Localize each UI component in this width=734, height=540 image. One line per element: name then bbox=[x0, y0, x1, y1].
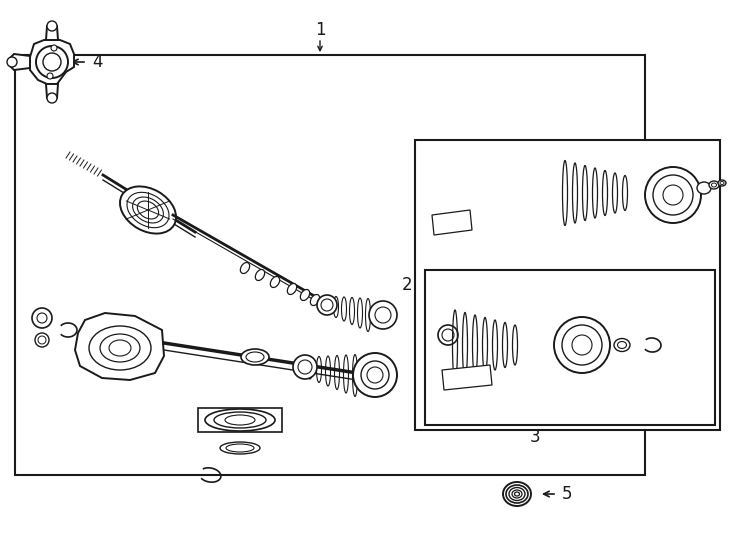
Ellipse shape bbox=[614, 339, 630, 352]
Circle shape bbox=[36, 46, 68, 78]
Polygon shape bbox=[75, 313, 164, 380]
Polygon shape bbox=[46, 84, 58, 98]
Circle shape bbox=[47, 93, 57, 103]
Circle shape bbox=[369, 301, 397, 329]
Circle shape bbox=[317, 295, 337, 315]
Circle shape bbox=[293, 355, 317, 379]
Text: 1: 1 bbox=[315, 21, 325, 39]
Ellipse shape bbox=[120, 186, 176, 234]
Circle shape bbox=[645, 167, 701, 223]
Circle shape bbox=[438, 325, 458, 345]
Circle shape bbox=[353, 353, 397, 397]
Text: 4: 4 bbox=[92, 53, 103, 71]
Polygon shape bbox=[30, 40, 74, 84]
Text: 3: 3 bbox=[530, 428, 540, 446]
Ellipse shape bbox=[709, 181, 719, 189]
Text: 5: 5 bbox=[562, 485, 573, 503]
Bar bbox=[15, 55, 645, 475]
Circle shape bbox=[43, 53, 61, 71]
Circle shape bbox=[7, 57, 17, 67]
Circle shape bbox=[47, 21, 57, 31]
Ellipse shape bbox=[240, 262, 250, 274]
Polygon shape bbox=[198, 408, 282, 432]
Bar bbox=[415, 140, 720, 430]
Circle shape bbox=[554, 317, 610, 373]
Bar bbox=[425, 270, 715, 425]
Circle shape bbox=[47, 73, 53, 79]
Polygon shape bbox=[46, 26, 58, 40]
Ellipse shape bbox=[220, 442, 260, 454]
Polygon shape bbox=[442, 365, 492, 390]
Text: 2: 2 bbox=[401, 276, 412, 294]
Circle shape bbox=[35, 333, 49, 347]
Ellipse shape bbox=[255, 269, 265, 280]
Ellipse shape bbox=[310, 294, 319, 306]
Circle shape bbox=[51, 45, 57, 51]
Polygon shape bbox=[10, 54, 30, 70]
Ellipse shape bbox=[512, 490, 522, 498]
Ellipse shape bbox=[718, 180, 726, 186]
Circle shape bbox=[32, 308, 52, 328]
Ellipse shape bbox=[270, 276, 280, 287]
Ellipse shape bbox=[241, 349, 269, 365]
Ellipse shape bbox=[287, 284, 297, 294]
Ellipse shape bbox=[205, 409, 275, 431]
Polygon shape bbox=[432, 210, 472, 235]
Ellipse shape bbox=[300, 289, 310, 301]
Ellipse shape bbox=[697, 182, 711, 194]
